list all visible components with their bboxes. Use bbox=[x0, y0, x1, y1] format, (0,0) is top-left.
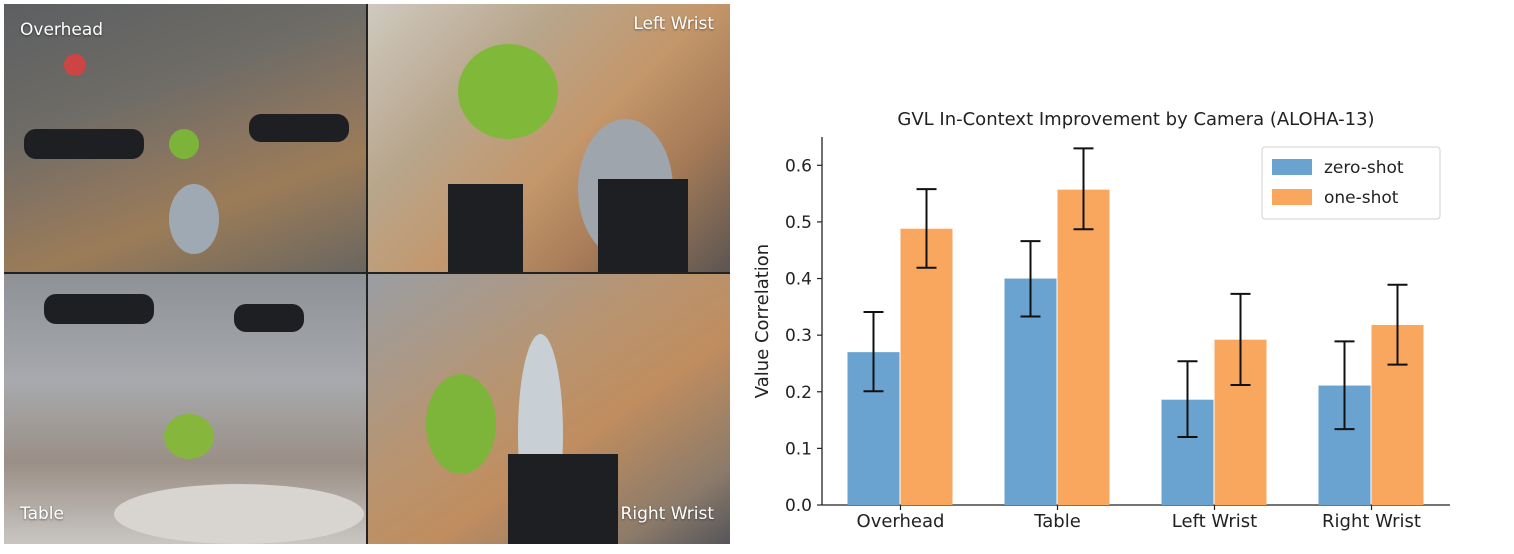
y-axis-label: Value Correlation bbox=[752, 244, 773, 398]
legend-swatch bbox=[1272, 159, 1312, 175]
plate-shape bbox=[114, 484, 364, 544]
chart-title: GVL In-Context Improvement by Camera (AL… bbox=[897, 109, 1374, 130]
legend-entry: one-shot bbox=[1324, 188, 1399, 208]
gripper-right bbox=[598, 179, 688, 272]
bar-one-shot bbox=[900, 228, 953, 505]
x-tick-label: Right Wrist bbox=[1322, 511, 1421, 532]
y-tick-label: 0.1 bbox=[785, 439, 812, 459]
green-bowl-shape bbox=[169, 129, 199, 159]
robot-arm-left bbox=[44, 294, 154, 324]
camera-label: Right Wrist bbox=[620, 504, 714, 524]
y-tick-label: 0.0 bbox=[785, 496, 812, 516]
legend-entry: zero-shot bbox=[1324, 158, 1404, 178]
x-tick-label: Left Wrist bbox=[1172, 511, 1257, 532]
gripper bbox=[508, 454, 618, 544]
legend-swatch bbox=[1272, 189, 1312, 205]
y-tick-label: 0.6 bbox=[785, 156, 812, 176]
green-bowl-shape bbox=[458, 44, 558, 139]
y-tick-label: 0.4 bbox=[785, 270, 812, 290]
plate-shape bbox=[169, 184, 219, 254]
gripper-left bbox=[448, 184, 523, 272]
y-tick-label: 0.3 bbox=[785, 326, 812, 346]
chart-svg: GVL In-Context Improvement by Camera (AL… bbox=[752, 109, 1450, 532]
y-tick-label: 0.5 bbox=[785, 213, 812, 233]
red-object bbox=[64, 54, 86, 76]
robot-arm-left bbox=[24, 129, 144, 159]
x-tick-label: Table bbox=[1033, 511, 1081, 532]
camera-label: Left Wrist bbox=[633, 14, 714, 34]
camera-label: Table bbox=[20, 504, 64, 524]
robot-arm-right bbox=[249, 114, 349, 142]
overhead-camera-view: Overhead bbox=[4, 4, 366, 272]
green-bowl-shape bbox=[164, 414, 214, 459]
y-tick-label: 0.2 bbox=[785, 383, 812, 403]
bar-one-shot bbox=[1057, 189, 1110, 505]
bar-chart: GVL In-Context Improvement by Camera (AL… bbox=[740, 0, 1514, 550]
left-wrist-camera-view: Left Wrist bbox=[368, 4, 730, 272]
robot-arm-right bbox=[234, 304, 304, 332]
right-wrist-camera-view: Right Wrist bbox=[368, 274, 730, 544]
camera-label: Overhead bbox=[20, 20, 104, 40]
x-tick-label: Overhead bbox=[857, 511, 945, 532]
green-bowl-shape bbox=[426, 374, 496, 474]
table-camera-view: Table bbox=[4, 274, 366, 544]
camera-mosaic: Overhead Left Wrist Table Right Wrist bbox=[4, 4, 730, 544]
